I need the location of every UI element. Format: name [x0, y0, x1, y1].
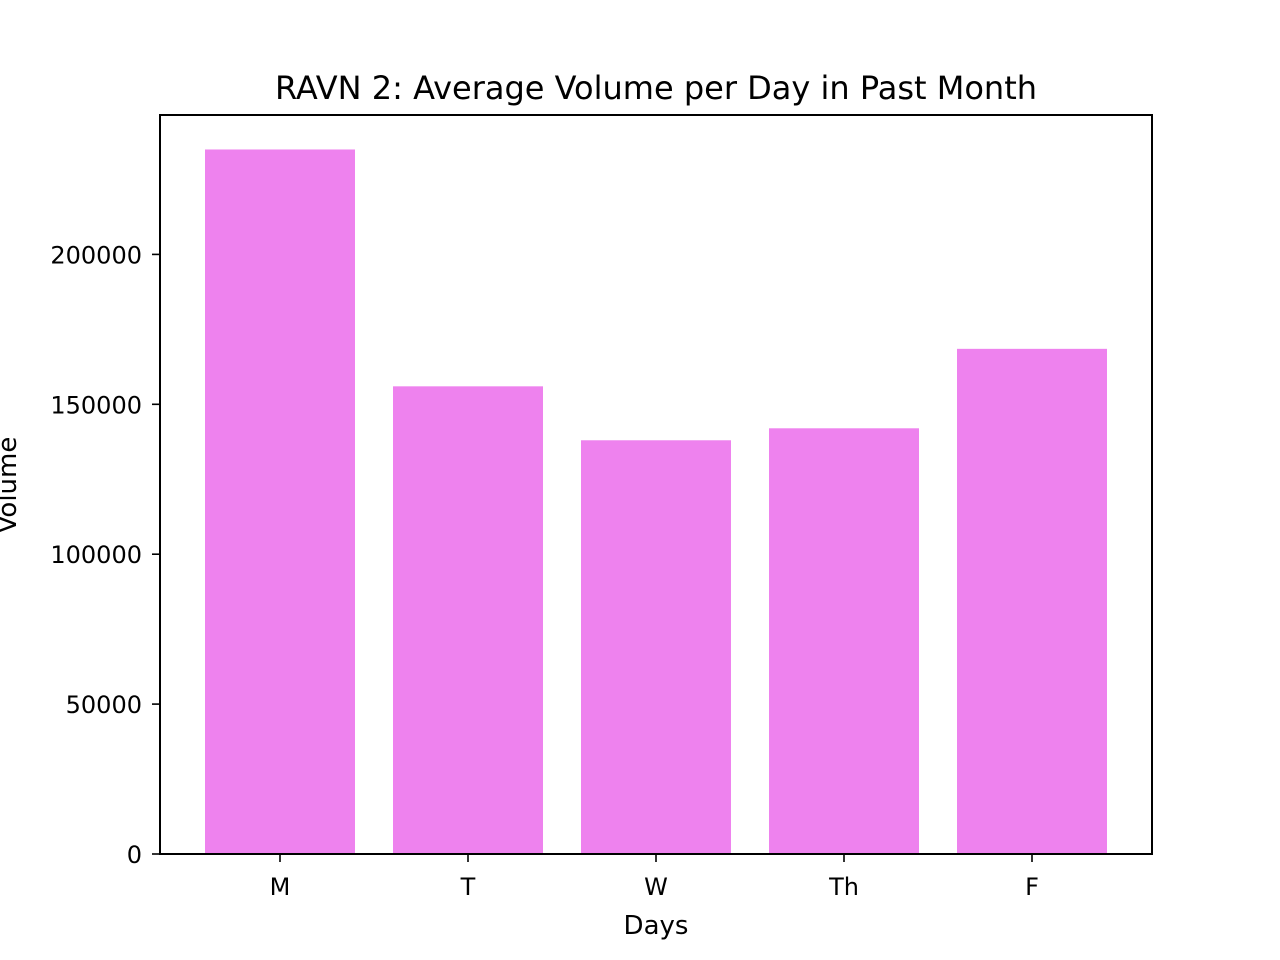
y-tick-label: 0 — [127, 841, 142, 869]
x-tick-label: Th — [828, 873, 859, 901]
y-tick-label: 50000 — [66, 691, 142, 719]
y-tick-label: 150000 — [50, 391, 142, 419]
bar-t — [393, 386, 543, 854]
y-tick-label: 100000 — [50, 541, 142, 569]
x-tick-label: W — [644, 873, 668, 901]
bars-layer — [205, 149, 1107, 854]
bar-w — [581, 440, 731, 854]
y-axis: 0 50000 100000 150000 200000 — [50, 241, 160, 869]
y-axis-label: Volume — [0, 437, 23, 534]
y-tick-label: 200000 — [50, 241, 142, 269]
x-tick-label: F — [1025, 873, 1039, 901]
x-tick-label: M — [270, 873, 291, 901]
bar-m — [205, 149, 355, 854]
plot-frame — [159, 114, 1153, 855]
x-tick-label: T — [460, 873, 476, 901]
chart-title: RAVN 2: Average Volume per Day in Past M… — [275, 69, 1037, 107]
bar-f — [957, 348, 1107, 854]
x-axis: M T W Th F — [270, 854, 1039, 901]
bar-th — [769, 428, 919, 854]
x-axis-label: Days — [624, 911, 689, 941]
